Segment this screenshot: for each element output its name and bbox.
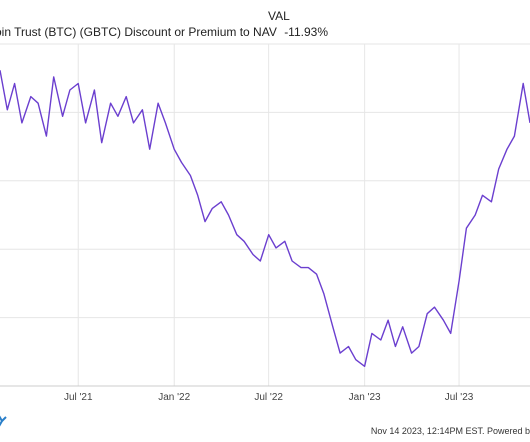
x-tick-label: Jan '23 <box>349 392 381 403</box>
x-axis: Jul '21 Jan '22 Jul '22 Jan '23 Jul '23 <box>0 385 530 403</box>
current-value: -11.93% <box>284 25 328 39</box>
x-tick-label: Jul '21 <box>64 392 93 403</box>
series-line <box>0 70 530 367</box>
footer-credit: Nov 14 2023, 12:14PM EST. Powered b <box>370 426 530 436</box>
x-tick-label: Jul '23 <box>445 392 474 403</box>
value-column-header: VAL <box>268 9 290 23</box>
ycharts-logo-icon[interactable] <box>0 412 8 430</box>
x-tick-label: Jul '22 <box>254 392 283 403</box>
legend-row[interactable]: oin Trust (BTC) (GBTC) Discount or Premi… <box>0 25 328 39</box>
gridlines <box>0 43 530 387</box>
x-tick-label: Jan '22 <box>158 392 190 403</box>
series-label: oin Trust (BTC) (GBTC) Discount or Premi… <box>0 25 277 39</box>
